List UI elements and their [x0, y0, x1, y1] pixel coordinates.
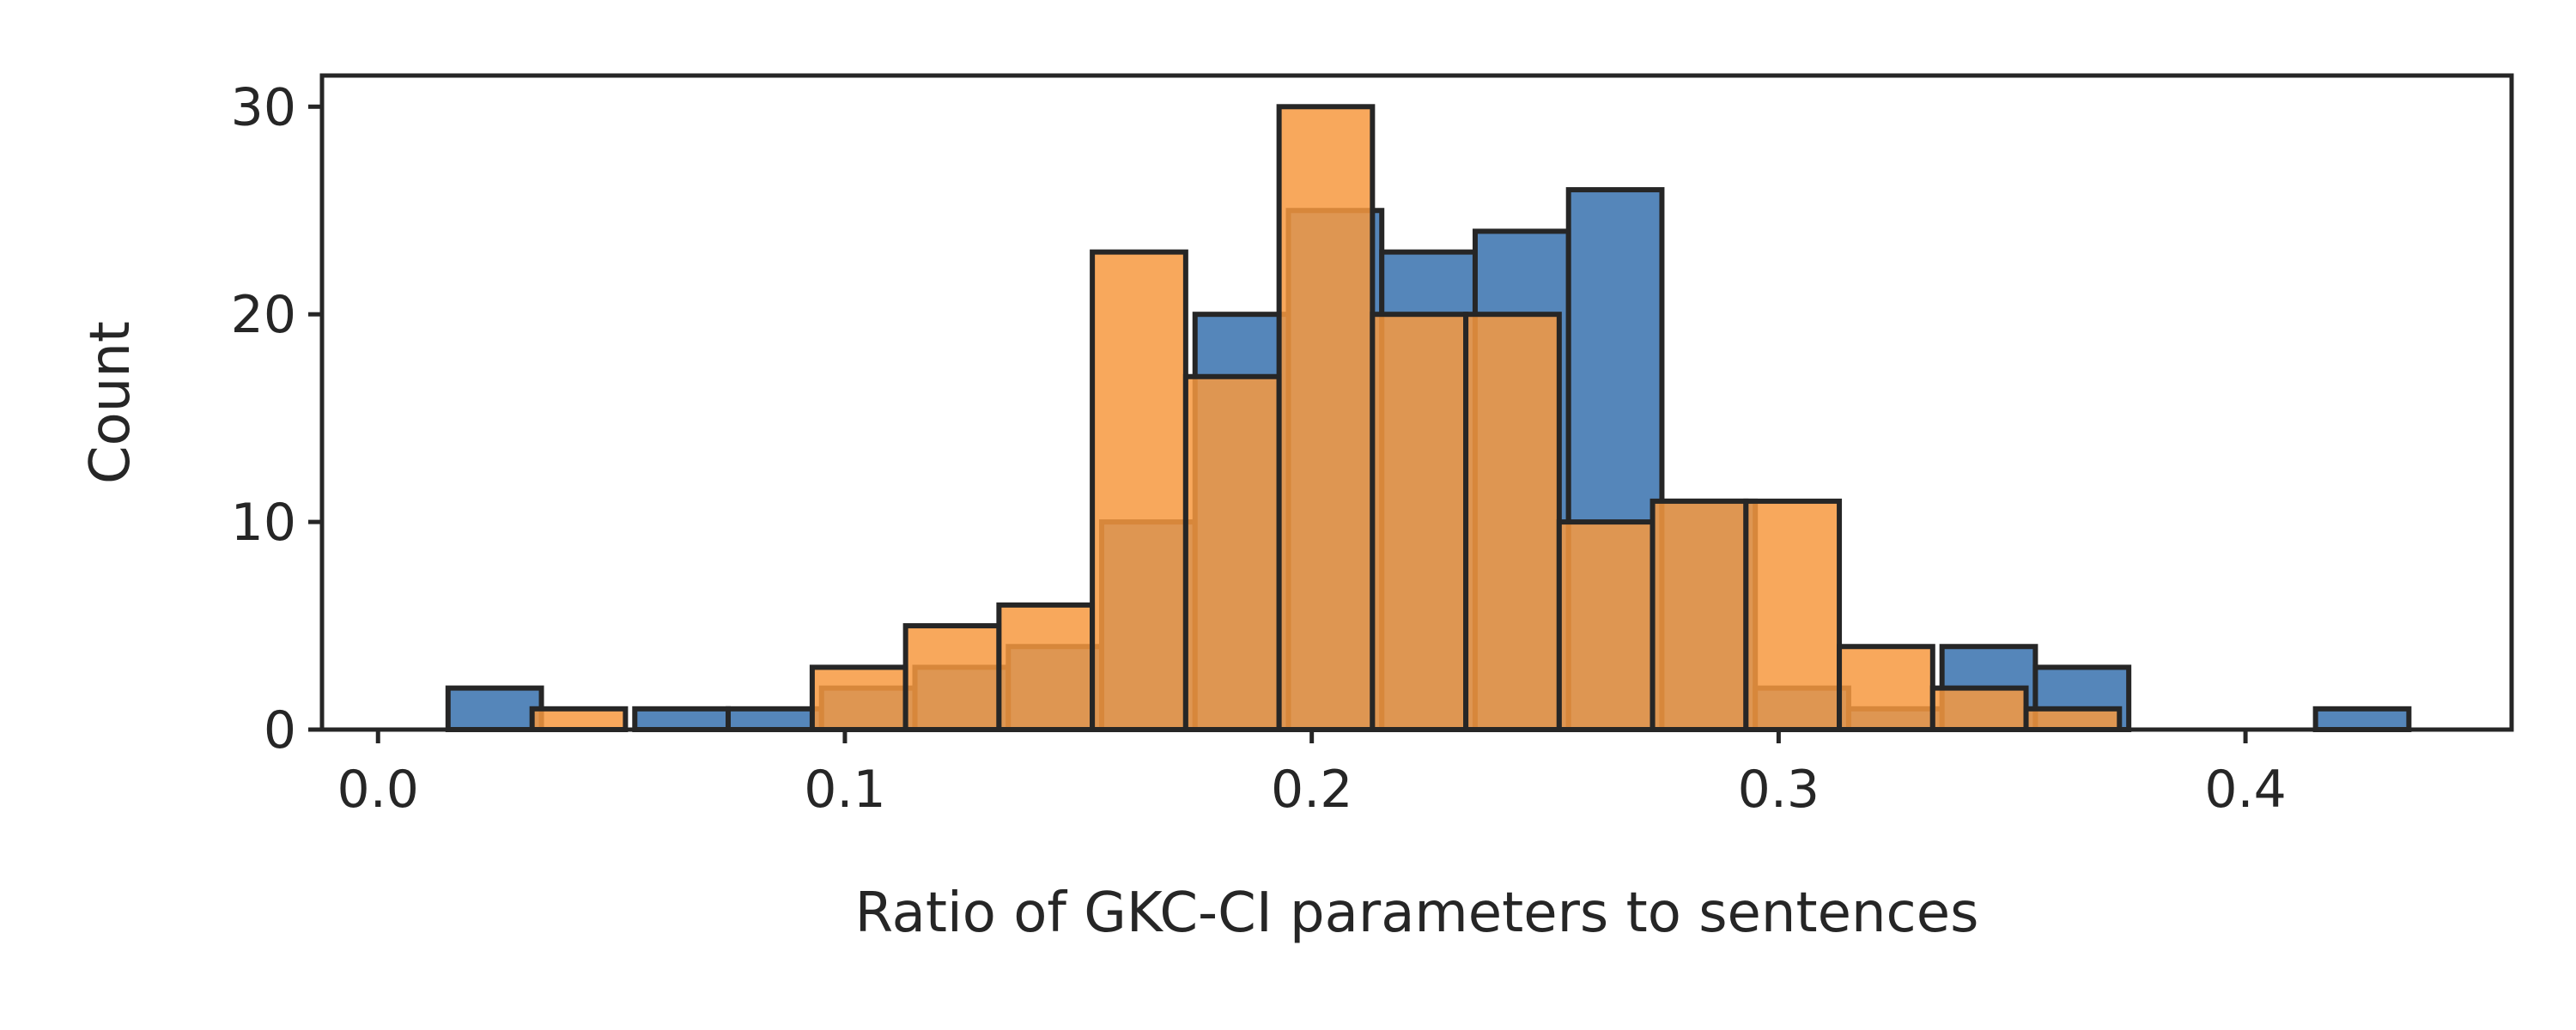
blue-bar-2	[632, 706, 732, 732]
y-tick-label-1: 10	[231, 493, 296, 553]
y-tick-label-3: 30	[231, 77, 296, 137]
blue-bar-3	[726, 706, 824, 732]
orange-bar-5	[996, 602, 1096, 732]
orange-bar-13	[1743, 498, 1843, 733]
orange-bar-10	[1463, 312, 1562, 732]
x-axis-label: Ratio of GKC-CI parameters to sentences	[855, 882, 1979, 945]
blue-bar-0	[445, 685, 544, 732]
orange-bar-8	[1276, 104, 1376, 733]
x-tick-label-2: 0.2	[1271, 760, 1352, 820]
orange-bar-6	[1090, 249, 1188, 732]
blue-bar-20	[2312, 706, 2412, 732]
y-tick-label-0: 0	[264, 700, 296, 760]
plot-frame	[319, 73, 2514, 732]
orange-bar-7	[1182, 373, 1282, 732]
orange-bar-15	[1929, 685, 2029, 732]
y-axis-label: Count	[79, 321, 143, 484]
orange-bar-3	[809, 664, 908, 732]
orange-bar-0	[529, 706, 629, 732]
y-tick-label-2: 20	[231, 285, 296, 345]
orange-bar-4	[902, 623, 1002, 732]
x-tick-label-0: 0.0	[337, 760, 419, 820]
x-tick-label-1: 0.1	[804, 760, 885, 820]
x-tick-label-4: 0.4	[2204, 760, 2286, 820]
orange-bar-9	[1370, 312, 1469, 732]
orange-bar-16	[2023, 706, 2123, 732]
x-tick-label-3: 0.3	[1738, 760, 1820, 820]
orange-bar-14	[1837, 644, 1935, 732]
ticks-layer: 0.0 0.1 0.2 0.3 0.4 0 10 20 30	[231, 77, 2287, 820]
orange-bar-11	[1556, 519, 1656, 732]
bars-layer	[445, 104, 2412, 733]
orange-bar-12	[1649, 498, 1749, 733]
